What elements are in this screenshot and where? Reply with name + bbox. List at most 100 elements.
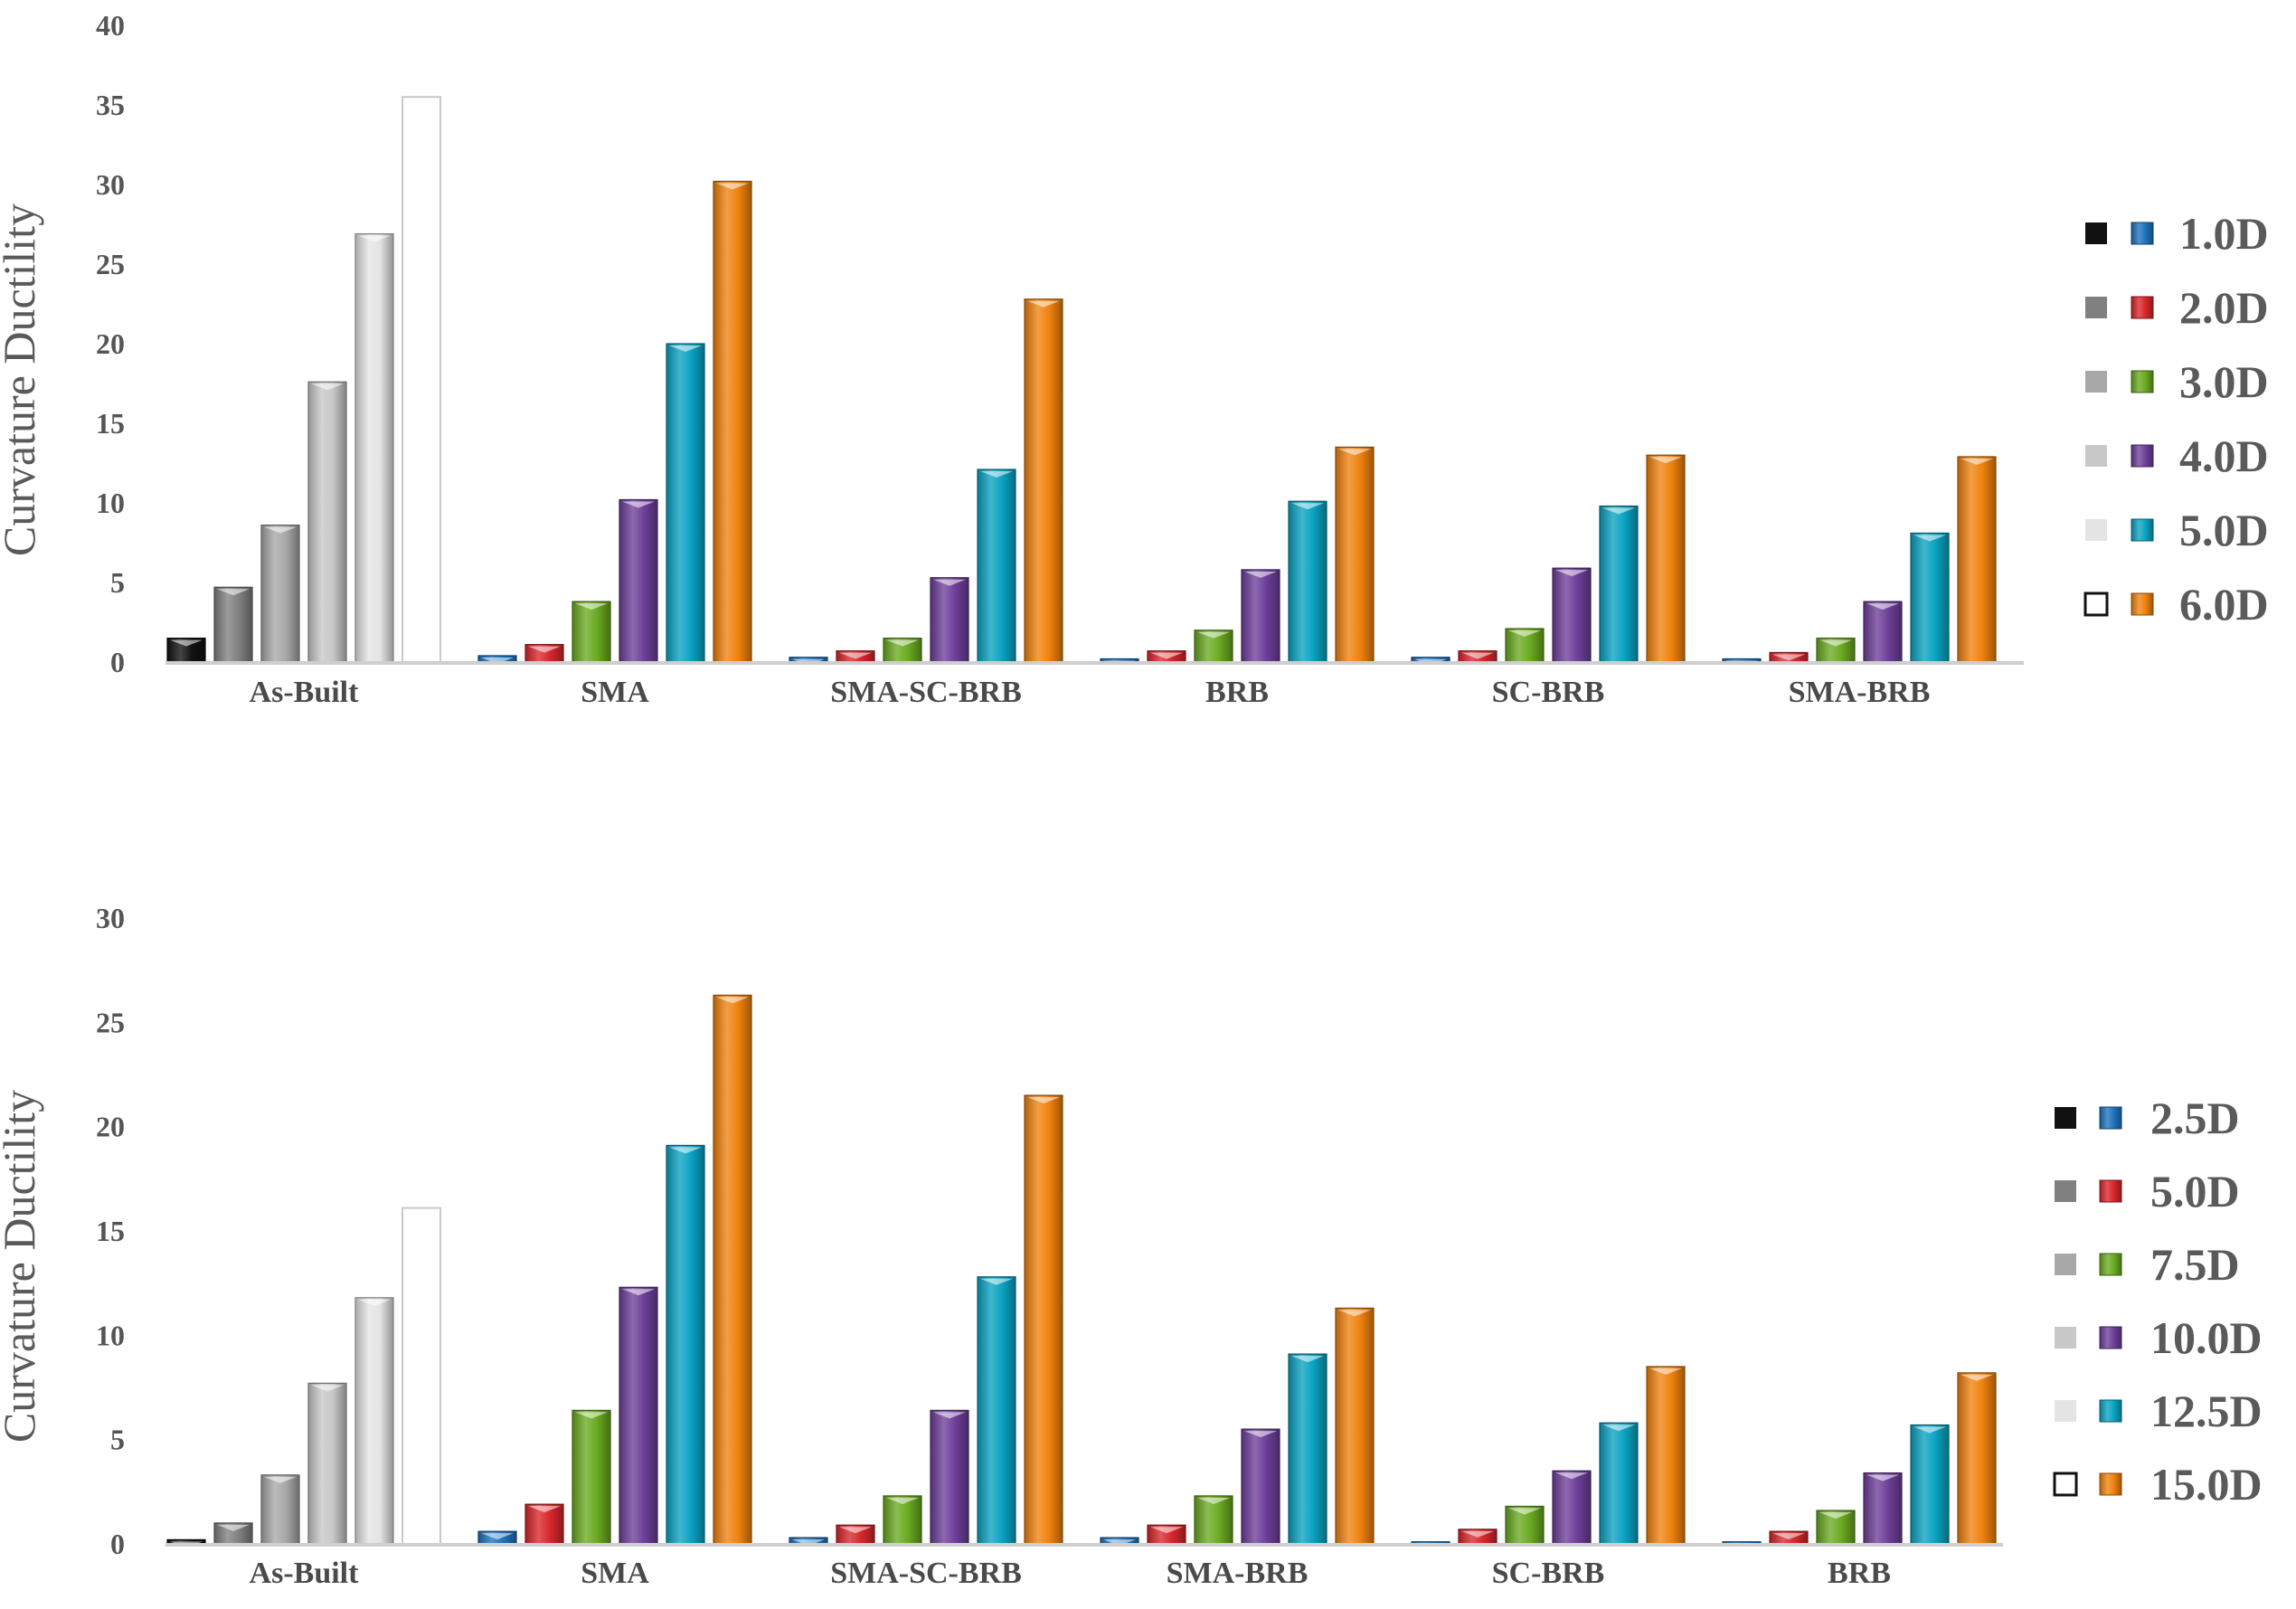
bar-as-built-10-0d [307,1382,347,1545]
legend-swatch-asbuilt [2055,1180,2076,1202]
bar-cap [716,997,749,1004]
y-tick-label: 15 [96,407,125,440]
bar-sma-sc-brb-4-0d [930,577,969,663]
y-tick-label: 40 [96,9,125,42]
bar-cap [1819,639,1852,647]
bar-cap [933,1412,966,1419]
x-tick-label: SC-BRB [1492,1557,1605,1590]
bar-cap [839,1527,872,1534]
bar-cap [1772,1533,1805,1540]
y-tick-label: 5 [110,1424,125,1456]
bar-cap [358,1299,391,1306]
bar-cap [1602,507,1635,515]
bar-cap [669,1147,702,1154]
x-tick-label: SMA-SC-BRB [830,676,1022,709]
y-tick-label: 25 [96,1006,125,1038]
x-tick-label: SMA [581,1557,649,1590]
legend-swatch-asbuilt [2055,1254,2076,1275]
legend-swatch-asbuilt [2085,222,2107,244]
legend-label: 5.0D [2150,1166,2240,1216]
bar-brb-4-0d [1241,569,1280,663]
bar-cap [1150,1527,1183,1534]
legend-swatch-series [2099,1472,2122,1496]
bar-cap [1338,1310,1371,1317]
bar-sma-15-0d [713,994,752,1545]
bar-cap [481,657,514,664]
bar-cap [1649,1368,1682,1375]
bar-sma-3-0d [572,601,611,663]
y-tick-label: 35 [96,89,125,121]
bar-cap [1772,654,1805,661]
y-axis-label: Curvature Ductility [0,203,44,556]
x-tick-label: SMA-BRB [1167,1557,1309,1590]
bar-brb-15-0d [1957,1372,1997,1545]
legend-label: 2.5D [2150,1093,2240,1143]
bar-sma-sc-brb-10-0d [930,1409,969,1545]
bar-cap [1555,1472,1588,1480]
bar-cap [1244,571,1277,578]
bar-cap [886,1497,919,1504]
x-tick-label: BRB [1205,676,1269,709]
y-axis-label: Curvature Ductility [0,1090,44,1443]
bar-cap [622,501,655,508]
bar-cap [217,1524,250,1531]
legend-swatch-series [2099,1399,2122,1423]
bar-sma-brb-10-0d [1241,1428,1280,1545]
bar-cap [575,603,608,610]
bar-cap [1103,1539,1136,1547]
bar-sma-sc-brb-5-0d [977,469,1016,663]
bar-sma-brb-4-0d [1863,601,1903,663]
legend-swatch-asbuilt [2083,592,2109,617]
y-tick-label: 20 [96,1111,125,1143]
bar-sma-sc-brb-12-5d [977,1276,1016,1545]
bar-sma-sc-brb-15-0d [1024,1094,1063,1545]
bar-sma-brb-15-0d [1335,1307,1375,1545]
legend-swatch-series [2099,1326,2122,1349]
bar-as-built-12-5d [354,1297,394,1545]
bar-cap [1602,1424,1635,1432]
bar-cap [1291,1356,1324,1363]
bar-cap [1866,603,1899,610]
y-tick-label: 25 [96,248,125,280]
x-tick-label: As-Built [250,1557,360,1590]
bar-sma-brb-5-0d [1910,532,1950,663]
bar-cap [1913,535,1946,542]
legend-label: 1.0D [2179,208,2269,259]
y-tick-label: 20 [96,327,125,360]
bar-cap [575,1412,608,1419]
bar-brb-12-5d [1910,1424,1950,1545]
bar-cap [980,471,1013,478]
bar-as-built-7-5d [260,1474,300,1545]
bar-sma-12-5d [666,1144,705,1545]
legend-swatch-asbuilt [2085,371,2107,393]
legend-label: 3.0D [2179,356,2269,407]
y-tick-label: 0 [110,646,125,678]
legend-swatch-series [2131,222,2154,245]
bar-cap [528,1506,561,1513]
bar-cap [980,1278,1013,1285]
bar-cap [1197,631,1230,639]
legend-swatch-series [2099,1179,2122,1203]
x-tick-label: As-Built [250,676,360,709]
legend-label: 15.0D [2150,1459,2263,1510]
bar-cap [1649,457,1682,464]
legend-swatch-asbuilt [2055,1107,2076,1129]
bar-sma-brb-12-5d [1288,1353,1328,1545]
bar-cap [1961,458,1993,465]
y-tick-label: 15 [96,1215,125,1247]
bar-cap [1338,449,1371,456]
legend-label: 5.0D [2179,505,2269,555]
x-tick-label: SMA-BRB [1789,676,1931,709]
legend-swatch-series [2131,592,2154,616]
bar-cap [1961,1374,1993,1381]
bar-cap [358,235,391,242]
legend-swatch-series [2131,518,2154,542]
bar-sma-10-0d [619,1286,658,1545]
legend-swatch-series [2131,296,2154,319]
bar-cap [1244,1431,1277,1438]
x-tick-label: SC-BRB [1492,676,1605,709]
bar-cap [1508,630,1541,638]
bar-cap [405,1209,438,1216]
bar-cap [792,1539,825,1547]
